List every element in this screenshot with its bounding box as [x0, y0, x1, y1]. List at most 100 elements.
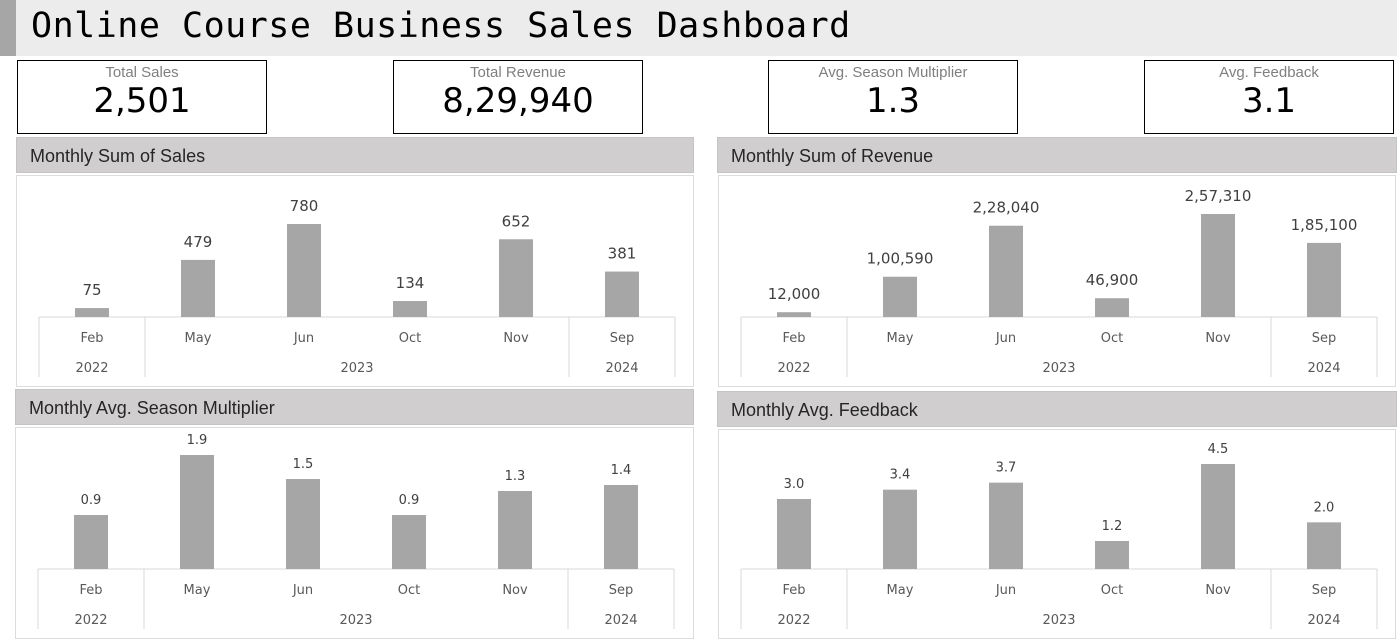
bar-may	[181, 259, 215, 317]
bar-feb	[74, 515, 108, 569]
bar-sep	[604, 485, 638, 569]
bar-feb	[777, 312, 811, 317]
data-label: 1,00,590	[867, 250, 934, 268]
tick-label: Oct	[1101, 331, 1123, 346]
page-title: Online Course Business Sales Dashboard	[31, 6, 851, 46]
feedback-chart: 3.0 Feb 3.4 May 3.7 Jun 1.2 Oct 4.5 Nov 2.0 Sep 2022…	[718, 429, 1396, 639]
multiplier-chart-title: Monthly Avg. Season Multiplier	[29, 398, 275, 418]
data-label: 2.0	[1314, 500, 1335, 515]
group-label: 2022	[777, 613, 810, 628]
tick-label: Jun	[292, 583, 313, 598]
kpi-label: Avg. Feedback	[1219, 64, 1319, 81]
group-label: 2023	[339, 613, 372, 628]
group-label: 2023	[1042, 361, 1075, 376]
bar-may	[883, 276, 917, 317]
data-label: 2,57,310	[1185, 187, 1252, 205]
tick-label: Jun	[995, 331, 1016, 346]
tick-label: Feb	[782, 583, 805, 598]
bar-nov	[498, 491, 532, 569]
data-label: 1.5	[293, 457, 314, 472]
revenue-panel-header: Monthly Sum of Revenue	[717, 137, 1397, 173]
group-label: 2024	[1307, 361, 1340, 376]
bar-sep	[1307, 522, 1341, 569]
group-label: 2024	[604, 613, 637, 628]
data-label: 75	[82, 281, 101, 299]
multiplier-chart-svg: 0.9 Feb 1.9 May 1.5 Jun 0.9 Oct 1.3 Nov 1.4 Sep 2022…	[37, 433, 675, 629]
bar-jun	[989, 482, 1023, 569]
data-label: 1.4	[611, 463, 632, 478]
data-label: 1.2	[1102, 519, 1123, 534]
bar-jun	[989, 225, 1023, 317]
sales-chart-svg: 75 Feb 479 May 780 Jun 134 Oct 652 Nov 381 Sep 2022 2…	[38, 197, 676, 377]
group-label: 2022	[777, 361, 810, 376]
data-label: 46,900	[1086, 271, 1139, 289]
data-label: 0.9	[399, 493, 420, 508]
group-label: 2023	[1042, 613, 1075, 628]
data-label: 780	[290, 197, 319, 215]
tick-label: Feb	[782, 331, 805, 346]
tick-label: Oct	[399, 331, 421, 346]
kpi-label: Avg. Season Multiplier	[818, 64, 968, 81]
tick-label: Sep	[609, 583, 634, 598]
data-label: 134	[396, 274, 425, 292]
group-label: 2024	[605, 361, 638, 376]
bar-may	[883, 489, 917, 569]
data-label: 12,000	[768, 285, 821, 303]
kpi-value: 8,29,940	[442, 81, 594, 121]
kpi-value: 3.1	[1241, 81, 1297, 121]
tick-label: Nov	[1205, 331, 1231, 346]
data-label: 2,28,040	[973, 199, 1040, 217]
kpi-label: Total Sales	[105, 64, 179, 81]
data-label: 479	[184, 233, 213, 251]
kpi-total-sales: Total Sales 2,501	[17, 60, 267, 134]
tick-label: Jun	[293, 331, 314, 346]
bar-feb	[777, 499, 811, 569]
group-label: 2022	[74, 613, 107, 628]
tick-label: May	[887, 583, 914, 598]
tick-label: Oct	[398, 583, 420, 598]
revenue-chart: 12,000 Feb 1,00,590 May 2,28,040 Jun 46,900 Oct…	[718, 175, 1396, 387]
group-label: 2023	[340, 361, 373, 376]
tick-label: Sep	[1312, 331, 1337, 346]
data-label: 652	[502, 212, 531, 230]
feedback-panel-header: Monthly Avg. Feedback	[717, 391, 1397, 427]
bar-sep	[605, 271, 639, 317]
kpi-avg-season-multiplier: Avg. Season Multiplier 1.3	[768, 60, 1018, 134]
bar-jun	[286, 479, 320, 569]
bar-oct	[392, 515, 426, 569]
bar-nov	[499, 239, 533, 317]
kpi-total-revenue: Total Revenue 8,29,940	[393, 60, 643, 134]
kpi-label: Total Revenue	[470, 64, 566, 81]
tick-label: Feb	[80, 331, 103, 346]
data-label: 3.0	[784, 477, 805, 492]
feedback-chart-title: Monthly Avg. Feedback	[731, 400, 918, 420]
sales-chart: 75 Feb 479 May 780 Jun 134 Oct 652 Nov 381 Sep 2022 2…	[16, 175, 694, 387]
tick-label: Nov	[1205, 583, 1231, 598]
bar-feb	[75, 308, 109, 317]
bar-oct	[393, 301, 427, 317]
data-label: 1,85,100	[1291, 216, 1358, 234]
kpi-value: 1.3	[865, 81, 921, 121]
tick-label: Oct	[1101, 583, 1123, 598]
title-accent	[0, 0, 16, 56]
sales-panel-header: Monthly Sum of Sales	[16, 137, 694, 173]
tick-label: Nov	[503, 331, 529, 346]
tick-label: May	[184, 583, 211, 598]
bar-oct	[1095, 541, 1129, 569]
data-label: 381	[608, 245, 637, 263]
tick-label: Nov	[502, 583, 528, 598]
group-label: 2024	[1307, 613, 1340, 628]
bar-oct	[1095, 298, 1129, 317]
tick-label: Feb	[79, 583, 102, 598]
revenue-chart-svg: 12,000 Feb 1,00,590 May 2,28,040 Jun 46,900 Oct…	[740, 187, 1378, 377]
bar-may	[180, 455, 214, 569]
data-label: 3.7	[996, 461, 1017, 476]
bar-nov	[1201, 214, 1235, 317]
title-bar: Online Course Business Sales Dashboard	[0, 0, 1397, 56]
data-label: 0.9	[81, 493, 102, 508]
data-label: 1.3	[505, 469, 526, 484]
bar-nov	[1201, 464, 1235, 569]
tick-label: May	[887, 331, 914, 346]
multiplier-chart: 0.9 Feb 1.9 May 1.5 Jun 0.9 Oct 1.3 Nov 1.4 Sep 2022…	[15, 427, 694, 639]
group-label: 2022	[75, 361, 108, 376]
